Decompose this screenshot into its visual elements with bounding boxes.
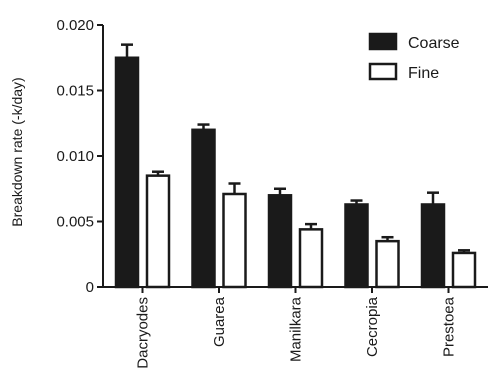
- category-label: Prestoea: [441, 296, 458, 357]
- category-label: Manilkara: [288, 296, 305, 362]
- legend-label-coarse: Coarse: [408, 35, 460, 52]
- y-tick-label: 0.015: [56, 83, 94, 100]
- y-axis: 0 0.005 0.010 0.015 0.020: [56, 17, 104, 296]
- bar-fine-dacryodes: [145, 174, 171, 289]
- bar-fine-guarea: [222, 192, 247, 289]
- bar-fine-cecropia: [375, 239, 400, 289]
- category-label: Guarea: [211, 296, 228, 347]
- legend-swatch-coarse: [368, 32, 398, 51]
- bars: [114, 56, 477, 289]
- bar-coarse-guarea: [191, 128, 216, 289]
- y-tick-label: 0.005: [56, 214, 94, 231]
- legend: Coarse Fine: [368, 32, 460, 82]
- bar-coarse-prestoea: [420, 203, 446, 289]
- bar-coarse-manilkara: [267, 194, 293, 289]
- bar-coarse-cecropia: [344, 203, 369, 289]
- y-tick-label: 0.020: [56, 17, 94, 34]
- y-tick-label: 0.010: [56, 148, 94, 165]
- bar-fine-manilkara: [298, 228, 324, 289]
- y-tick-label: 0: [86, 279, 94, 296]
- category-labels: Dacryodes Guarea Manilkara Cecropia Prestoea: [135, 296, 458, 368]
- legend-label-fine: Fine: [408, 65, 439, 82]
- category-label: Cecropia: [364, 296, 381, 357]
- legend-swatch-fine: [368, 62, 398, 81]
- error-bars: [121, 43, 470, 253]
- y-axis-label: Breakdown rate (-k/day): [9, 77, 25, 226]
- bar-coarse-dacryodes: [114, 56, 140, 289]
- bar-fine-prestoea: [451, 251, 477, 289]
- category-label: Dacryodes: [135, 297, 152, 369]
